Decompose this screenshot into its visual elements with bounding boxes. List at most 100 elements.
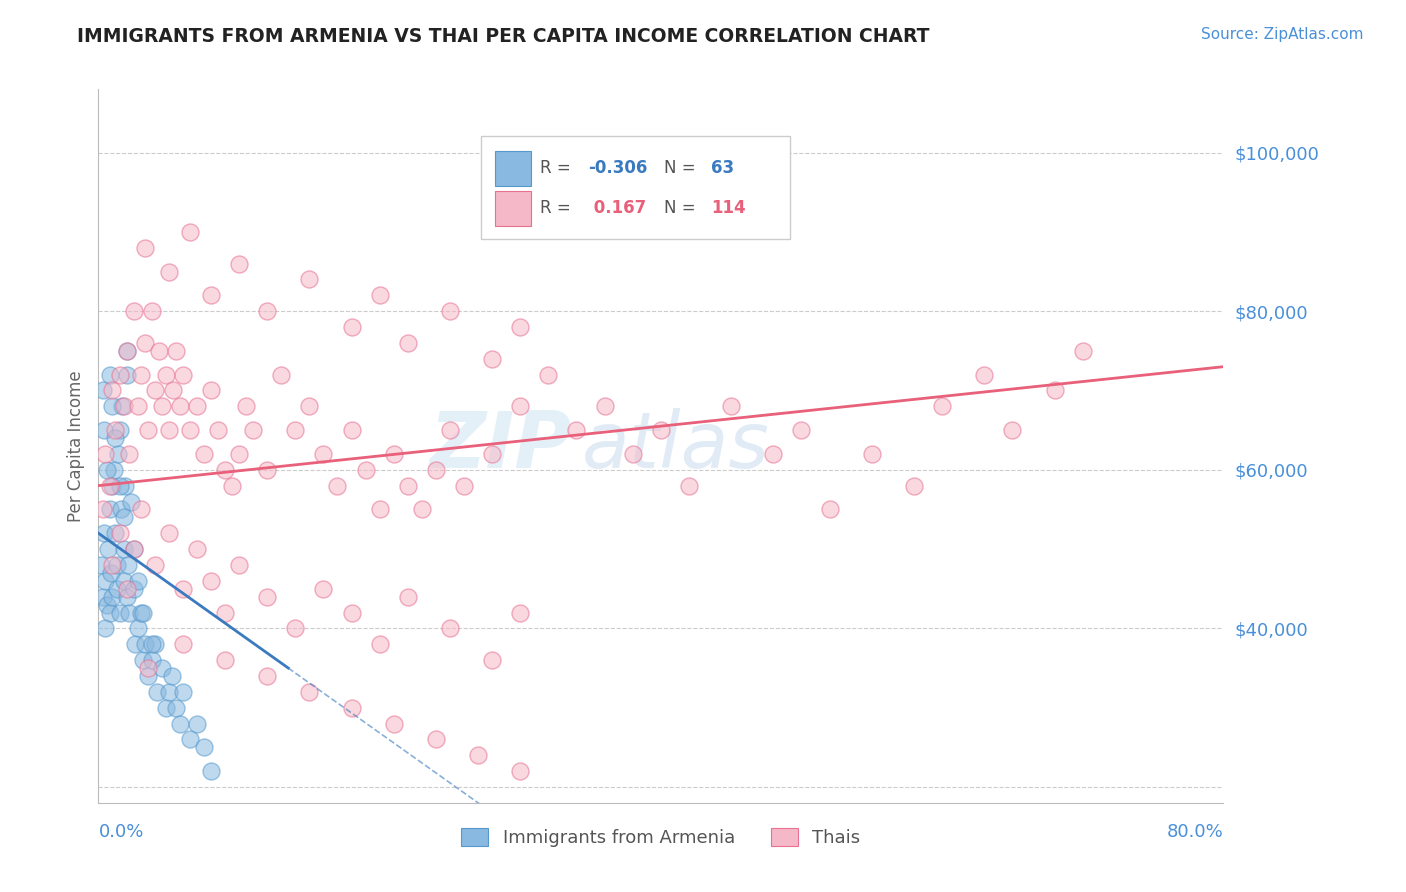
Point	[565, 423, 588, 437]
Point	[762, 447, 785, 461]
Point	[1043, 384, 1066, 398]
Point	[96, 463, 118, 477]
Point	[790, 423, 813, 437]
Point	[439, 423, 461, 437]
Point	[284, 423, 307, 437]
Point	[312, 582, 335, 596]
Point	[97, 542, 120, 557]
Point	[104, 431, 127, 445]
Point	[382, 716, 405, 731]
Y-axis label: Per Capita Income: Per Capita Income	[66, 370, 84, 522]
Point	[172, 637, 194, 651]
Point	[368, 637, 391, 651]
Point	[134, 637, 156, 651]
Point	[122, 542, 145, 557]
Point	[112, 574, 135, 588]
Point	[720, 400, 742, 414]
Point	[193, 740, 215, 755]
Text: N =: N =	[664, 159, 702, 177]
Point	[120, 494, 142, 508]
Point	[165, 700, 187, 714]
Point	[903, 478, 925, 492]
Point	[157, 423, 180, 437]
Point	[146, 685, 169, 699]
FancyBboxPatch shape	[495, 191, 531, 227]
Point	[108, 606, 131, 620]
Point	[91, 590, 114, 604]
Point	[132, 653, 155, 667]
Point	[93, 423, 115, 437]
Point	[509, 764, 531, 778]
Point	[93, 526, 115, 541]
Point	[129, 502, 152, 516]
Point	[122, 582, 145, 596]
Point	[931, 400, 953, 414]
Point	[593, 400, 616, 414]
Point	[118, 606, 141, 620]
Point	[256, 304, 278, 318]
Point	[160, 669, 183, 683]
Point	[481, 447, 503, 461]
Point	[439, 304, 461, 318]
Point	[354, 463, 377, 477]
Point	[143, 384, 166, 398]
Point	[186, 716, 208, 731]
Point	[108, 368, 131, 382]
Point	[298, 400, 321, 414]
Point	[481, 653, 503, 667]
Point	[134, 241, 156, 255]
Point	[117, 558, 139, 572]
Text: 63: 63	[711, 159, 734, 177]
Point	[298, 272, 321, 286]
Point	[179, 225, 201, 239]
Point	[481, 351, 503, 366]
Point	[1071, 343, 1094, 358]
Point	[396, 590, 419, 604]
Point	[382, 447, 405, 461]
Point	[101, 558, 124, 572]
Point	[111, 400, 134, 414]
Point	[155, 368, 177, 382]
Point	[108, 526, 131, 541]
Point	[169, 400, 191, 414]
Point	[101, 400, 124, 414]
Point	[122, 304, 145, 318]
Point	[509, 400, 531, 414]
Point	[179, 732, 201, 747]
Point	[112, 400, 135, 414]
Point	[207, 423, 229, 437]
Point	[270, 368, 292, 382]
Point	[112, 542, 135, 557]
Point	[91, 502, 114, 516]
Point	[108, 423, 131, 437]
Text: 0.0%: 0.0%	[98, 822, 143, 840]
Point	[141, 653, 163, 667]
Point	[112, 510, 135, 524]
Point	[818, 502, 841, 516]
Point	[127, 574, 149, 588]
Point	[132, 606, 155, 620]
Point	[467, 748, 489, 763]
Point	[228, 257, 250, 271]
Point	[186, 400, 208, 414]
Point	[148, 343, 170, 358]
Point	[108, 478, 131, 492]
Point	[509, 606, 531, 620]
Point	[200, 288, 222, 302]
Point	[143, 637, 166, 651]
Point	[165, 343, 187, 358]
Point	[127, 400, 149, 414]
Point	[256, 463, 278, 477]
Point	[110, 502, 132, 516]
Point	[118, 447, 141, 461]
Point	[101, 478, 124, 492]
Point	[425, 732, 447, 747]
Point	[326, 478, 349, 492]
Point	[396, 335, 419, 350]
Point	[214, 653, 236, 667]
Point	[115, 343, 138, 358]
Point	[678, 478, 700, 492]
Point	[134, 335, 156, 350]
Text: R =: R =	[540, 200, 576, 218]
Point	[105, 582, 128, 596]
